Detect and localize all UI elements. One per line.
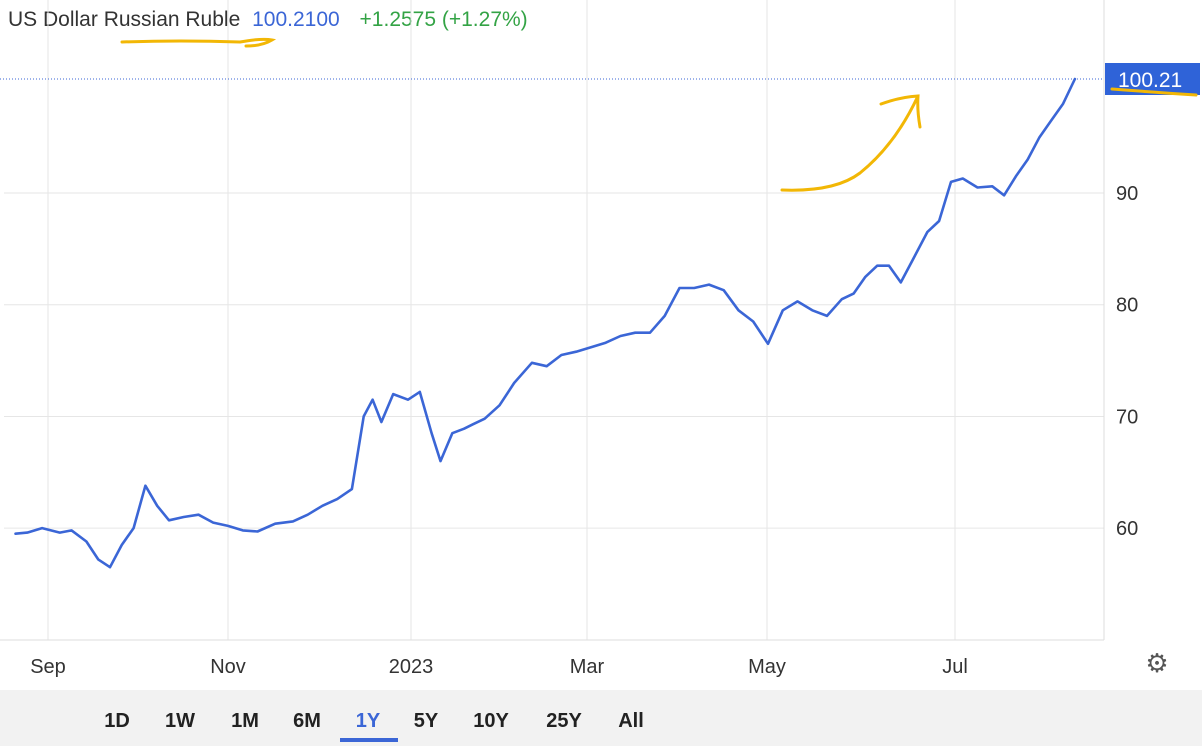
price-chart[interactable]: 60 70 80 90 Sep Nov 2023 Mar May Jul 100.21 (0, 0, 1202, 690)
instrument-name: US Dollar Russian Ruble (8, 8, 241, 31)
chart-header: US Dollar Russian Ruble 100.2100 +1.2575… (8, 5, 528, 35)
active-timeframe-indicator (340, 738, 398, 742)
gear-icon[interactable]: ⚙ (1145, 648, 1169, 678)
timeframe-button-all[interactable]: All (618, 710, 644, 732)
y-tick-label: 80 (1116, 295, 1138, 317)
x-tick-label: Sep (30, 656, 66, 678)
timeframe-button-1w[interactable]: 1W (165, 710, 195, 732)
annotation-underline-badge (1110, 87, 1198, 97)
timeframe-button-6m[interactable]: 6M (293, 710, 321, 732)
y-tick-label: 60 (1116, 518, 1138, 540)
x-tick-label: Jul (942, 656, 968, 678)
y-tick-label: 70 (1116, 406, 1138, 428)
x-tick-label: 2023 (389, 656, 434, 678)
y-tick-label: 90 (1116, 183, 1138, 205)
x-tick-label: May (748, 656, 786, 678)
timeframe-button-10y[interactable]: 10Y (473, 710, 509, 732)
timeframe-bar: 1D 1W 1M 6M 1Y 5Y 10Y 25Y All (0, 690, 1202, 746)
handdrawn-annotations (120, 37, 1198, 192)
x-tick-label: Nov (210, 656, 246, 678)
timeframe-button-1m[interactable]: 1M (231, 710, 259, 732)
x-tick-label: Mar (570, 656, 605, 678)
annotation-underline-title (120, 37, 277, 48)
last-price-badge-label: 100.21 (1118, 69, 1182, 92)
price-line (14, 77, 1077, 569)
annotation-upward-arrow (780, 94, 922, 192)
timeframe-button-25y[interactable]: 25Y (546, 710, 582, 732)
price-change: +1.2575 (+1.27%) (359, 8, 528, 31)
timeframe-button-5y[interactable]: 5Y (413, 710, 439, 732)
chart-line-layer: 100.21 (0, 63, 1200, 569)
last-price: 100.2100 (252, 8, 340, 31)
timeframe-button-1d[interactable]: 1D (104, 710, 130, 732)
timeframe-button-1y[interactable]: 1Y (355, 710, 381, 732)
chart-grid: 60 70 80 90 Sep Nov 2023 Mar May Jul (0, 0, 1138, 678)
